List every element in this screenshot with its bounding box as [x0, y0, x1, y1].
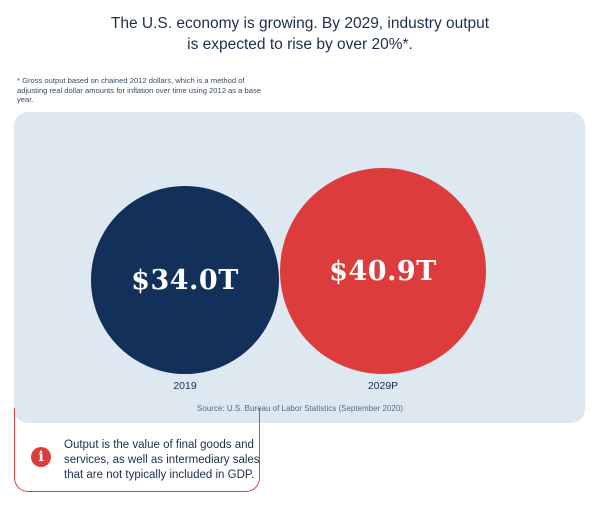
definition-line-2: services, as well as intermediary sales [64, 454, 260, 466]
bubble-2029p: $40.9T [280, 168, 486, 374]
footnote: * Gross output based on chained 2012 dol… [17, 76, 261, 105]
definition-line-1: Output is the value of final goods and [64, 439, 254, 451]
headline: The U.S. economy is growing. By 2029, in… [0, 13, 600, 55]
bubble-2019: $34.0T [91, 186, 279, 374]
definition-line-3: that are not typically included in GDP. [64, 469, 255, 481]
definition-text: Output is the value of final goods and s… [64, 438, 264, 483]
headline-line-1: The U.S. economy is growing. By 2029, in… [110, 15, 490, 32]
bubble-value-label: $34.0T [131, 264, 239, 296]
definition-box [14, 408, 260, 492]
category-label: 2029P [367, 380, 399, 392]
category-label: 2019 [173, 380, 197, 392]
headline-line-2: is expected to rise by over 20%*. [187, 36, 413, 53]
bubble-value-label: $40.9T [329, 255, 437, 287]
source-note: Source: U.S. Bureau of Labor Statistics … [197, 404, 403, 413]
info-icon: i [31, 447, 51, 467]
